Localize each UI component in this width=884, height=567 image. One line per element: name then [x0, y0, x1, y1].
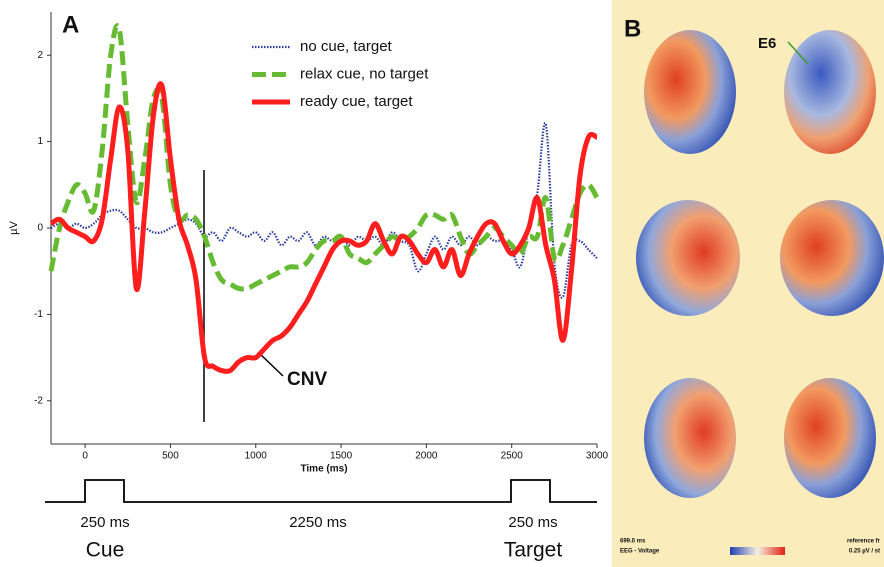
- y-tick-label: 0: [37, 223, 43, 234]
- head-map: [780, 200, 884, 316]
- timing-trace: [45, 479, 597, 503]
- x-tick-label: 500: [162, 451, 179, 462]
- x-tick-label: 3000: [586, 451, 609, 462]
- x-axis-label: Time (ms): [300, 464, 347, 475]
- panel-a: A µV Time (ms) CNV -2 -1 0 1 2 0 500 1000 1500 20…: [8, 11, 609, 474]
- head-map: [644, 378, 736, 498]
- legend-label: relax cue, no target: [300, 65, 429, 82]
- y-axis-label: µV: [8, 221, 20, 235]
- timing-diagram: 250 ms 2250 ms 250 ms Cue Target: [45, 479, 597, 562]
- head-map: [784, 378, 876, 498]
- y-tick-label: -1: [34, 309, 43, 320]
- head-map: [644, 30, 736, 154]
- y-tick-label: 1: [37, 136, 43, 147]
- panel-label: B: [624, 15, 641, 42]
- series-line: [48, 23, 600, 292]
- x-tick-label: 1500: [330, 451, 353, 462]
- head-map: [784, 30, 876, 154]
- panel-b: B E6 699.0 ms EEG - Voltage reference fr…: [612, 0, 884, 567]
- x-tick-label: 0: [82, 451, 88, 462]
- legend-label: ready cue, target: [300, 93, 413, 110]
- x-tick-label: 2500: [501, 451, 524, 462]
- map-info: 0.25 µV / st: [849, 549, 880, 555]
- series-line: [50, 121, 598, 299]
- x-tick-label: 1000: [245, 451, 268, 462]
- y-tick-label: -2: [34, 395, 43, 406]
- color-bar: [730, 547, 785, 555]
- map-info: 699.0 ms: [620, 539, 646, 545]
- annotation: CNV: [287, 369, 327, 390]
- legend-label: no cue, target: [300, 38, 393, 55]
- timing-label: 2250 ms: [289, 514, 347, 531]
- annotation-pointer: [257, 351, 284, 377]
- head-map: [636, 200, 740, 316]
- map-info: EEG - Voltage: [620, 549, 660, 555]
- electrode-label: E6: [758, 35, 776, 52]
- y-tick-label: 2: [37, 50, 43, 61]
- event-label: Target: [504, 539, 563, 562]
- electrode-pointer: [787, 41, 809, 65]
- series-line: [49, 81, 598, 374]
- x-tick-label: 2000: [415, 451, 438, 462]
- panel-label: A: [62, 11, 79, 38]
- map-info: reference fr: [847, 539, 881, 545]
- event-label: Cue: [86, 539, 125, 562]
- timing-label: 250 ms: [508, 514, 557, 531]
- timing-label: 250 ms: [80, 514, 129, 531]
